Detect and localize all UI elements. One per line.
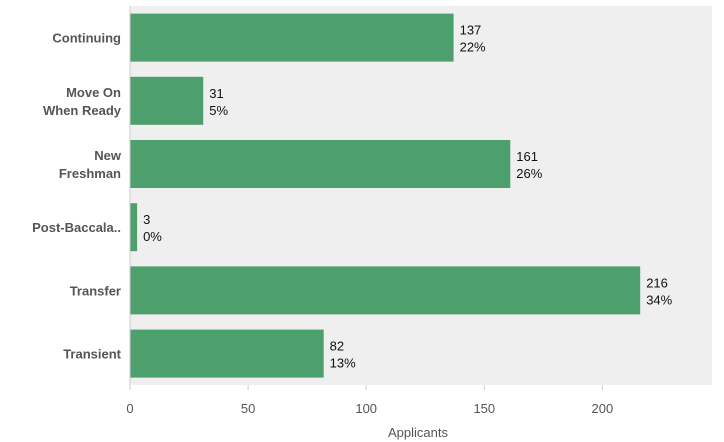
percent-label: 34% — [646, 292, 672, 307]
x-axis: 0 50 100 150 200 — [126, 6, 613, 416]
bar — [130, 76, 204, 125]
percent-label: 5% — [209, 103, 228, 118]
x-tick-label: 150 — [473, 401, 495, 416]
value-label: 82 — [330, 339, 344, 354]
x-tick-label: 200 — [592, 401, 614, 416]
bar — [130, 266, 641, 315]
bar — [130, 203, 138, 252]
category-label: Transient — [63, 347, 121, 362]
category-label: Move On When Ready — [43, 85, 122, 118]
percent-label: 26% — [516, 166, 542, 181]
bar — [130, 140, 511, 188]
plot-background — [130, 6, 712, 385]
value-label: 216 — [646, 275, 668, 290]
category-label: Transfer — [70, 283, 121, 298]
percent-label: 0% — [143, 229, 162, 244]
bar — [130, 329, 324, 378]
value-label: 161 — [516, 149, 538, 164]
value-label: 31 — [209, 86, 223, 101]
percent-label: 22% — [460, 40, 486, 55]
category-label: Continuing — [52, 31, 121, 46]
value-label: 3 — [143, 212, 150, 227]
x-tick-label: 0 — [126, 401, 133, 416]
percent-label: 13% — [330, 356, 356, 371]
value-label: 137 — [460, 23, 482, 38]
category-labels: Continuing Move On When Ready New Freshman Po… — [32, 31, 122, 362]
x-axis-title: Applicants — [388, 425, 448, 440]
category-label: Post-Baccala.. — [32, 220, 121, 235]
x-tick-label: 100 — [355, 401, 377, 416]
bars — [130, 13, 641, 378]
data-labels: 137 22% 31 5% 161 26% 3 0% 216 34% 82 13% — [143, 23, 673, 371]
category-label: New Freshman — [59, 148, 122, 181]
x-tick-label: 50 — [241, 401, 255, 416]
bar — [130, 13, 454, 62]
